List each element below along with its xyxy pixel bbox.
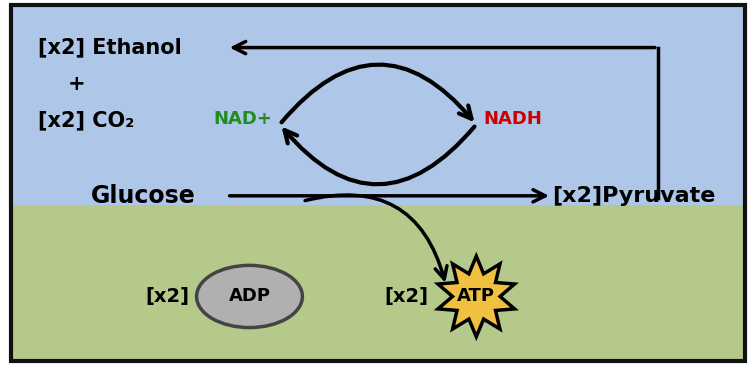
Text: NAD+: NAD+ xyxy=(213,110,272,128)
Text: ADP: ADP xyxy=(228,287,271,306)
Text: +: + xyxy=(68,74,85,94)
Ellipse shape xyxy=(197,265,302,328)
Bar xyxy=(11,5,745,205)
Text: Glucose: Glucose xyxy=(91,184,196,208)
Text: [x2] CO₂: [x2] CO₂ xyxy=(38,111,134,131)
Text: [x2] Ethanol: [x2] Ethanol xyxy=(38,38,181,57)
Text: [x2]: [x2] xyxy=(145,287,189,306)
Text: ATP: ATP xyxy=(457,287,495,306)
Bar xyxy=(11,205,745,361)
Text: NADH: NADH xyxy=(484,110,543,128)
Polygon shape xyxy=(438,256,515,337)
FancyArrowPatch shape xyxy=(281,64,472,122)
FancyArrowPatch shape xyxy=(305,195,447,279)
FancyArrowPatch shape xyxy=(284,127,475,184)
Text: [x2]Pyruvate: [x2]Pyruvate xyxy=(552,186,715,206)
Text: [x2]: [x2] xyxy=(385,287,429,306)
